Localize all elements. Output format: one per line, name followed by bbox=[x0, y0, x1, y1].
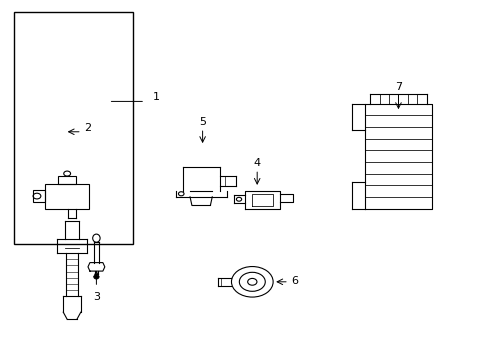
Text: 3: 3 bbox=[93, 292, 100, 302]
Text: 1: 1 bbox=[152, 92, 159, 102]
Text: 2: 2 bbox=[84, 123, 91, 133]
Text: 4: 4 bbox=[254, 158, 261, 168]
Text: 7: 7 bbox=[395, 82, 402, 92]
Circle shape bbox=[94, 275, 98, 279]
Text: 6: 6 bbox=[291, 276, 298, 286]
Bar bbox=[14, 12, 133, 244]
Text: 5: 5 bbox=[199, 117, 206, 127]
